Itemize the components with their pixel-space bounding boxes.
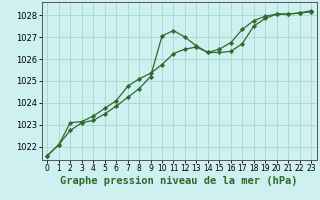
X-axis label: Graphe pression niveau de la mer (hPa): Graphe pression niveau de la mer (hPa) (60, 176, 298, 186)
